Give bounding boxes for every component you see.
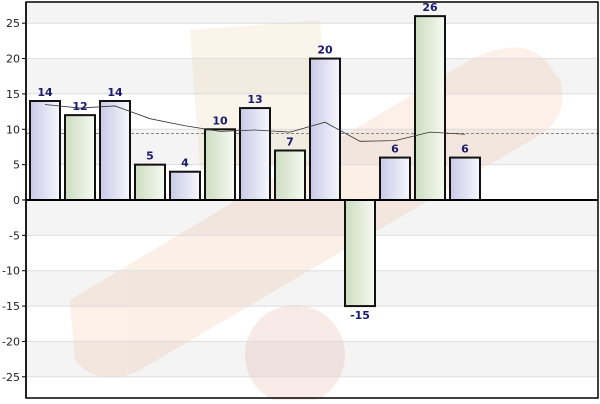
background-band [26,200,598,236]
bar [134,163,166,201]
y-tick-label: 15 [6,88,20,101]
y-tick-label: 20 [6,53,20,66]
bar [204,128,236,202]
bar [344,199,376,308]
data-label: 4 [181,157,189,170]
bar [379,156,411,201]
data-label: -15 [350,309,370,322]
bar [309,57,341,202]
moving-average-line [44,104,466,142]
y-tick-label: -10 [2,265,20,278]
data-label: 13 [247,93,262,106]
bars [29,15,481,308]
bar [274,149,306,201]
data-label: 6 [391,143,399,156]
data-labels: 14 12 14 5 4 10 13 7 20 -15 6 26 6 [37,1,469,322]
data-label: 14 [37,86,53,99]
data-label: 20 [317,44,333,57]
bar [64,114,96,201]
bar [29,100,61,201]
y-tick-label: 25 [6,17,20,30]
background-band [26,341,598,377]
bar [449,156,481,201]
bar [239,107,271,201]
y-tick-label: -20 [2,335,20,348]
bar [169,170,201,201]
bar [414,15,446,202]
y-tick-label: 10 [6,123,20,136]
y-tick-label: 5 [13,159,20,172]
data-label: 10 [212,114,228,127]
data-label: 6 [461,143,469,156]
data-label: 12 [72,100,87,113]
y-tick-label: -15 [2,300,20,313]
y-axis: -25 -20 -15 -10 -5 0 5 10 15 20 25 [2,2,27,398]
y-tick-label: 0 [13,194,20,207]
plot-border [25,1,599,399]
background-band [26,270,598,307]
background-band [26,2,598,24]
y-tick-label: -25 [2,371,20,384]
data-label: 14 [107,86,123,99]
data-label: 7 [286,136,294,149]
data-label: 5 [146,150,154,163]
bar [99,100,131,201]
data-label: 26 [422,1,438,14]
y-tick-label: -5 [9,229,20,242]
